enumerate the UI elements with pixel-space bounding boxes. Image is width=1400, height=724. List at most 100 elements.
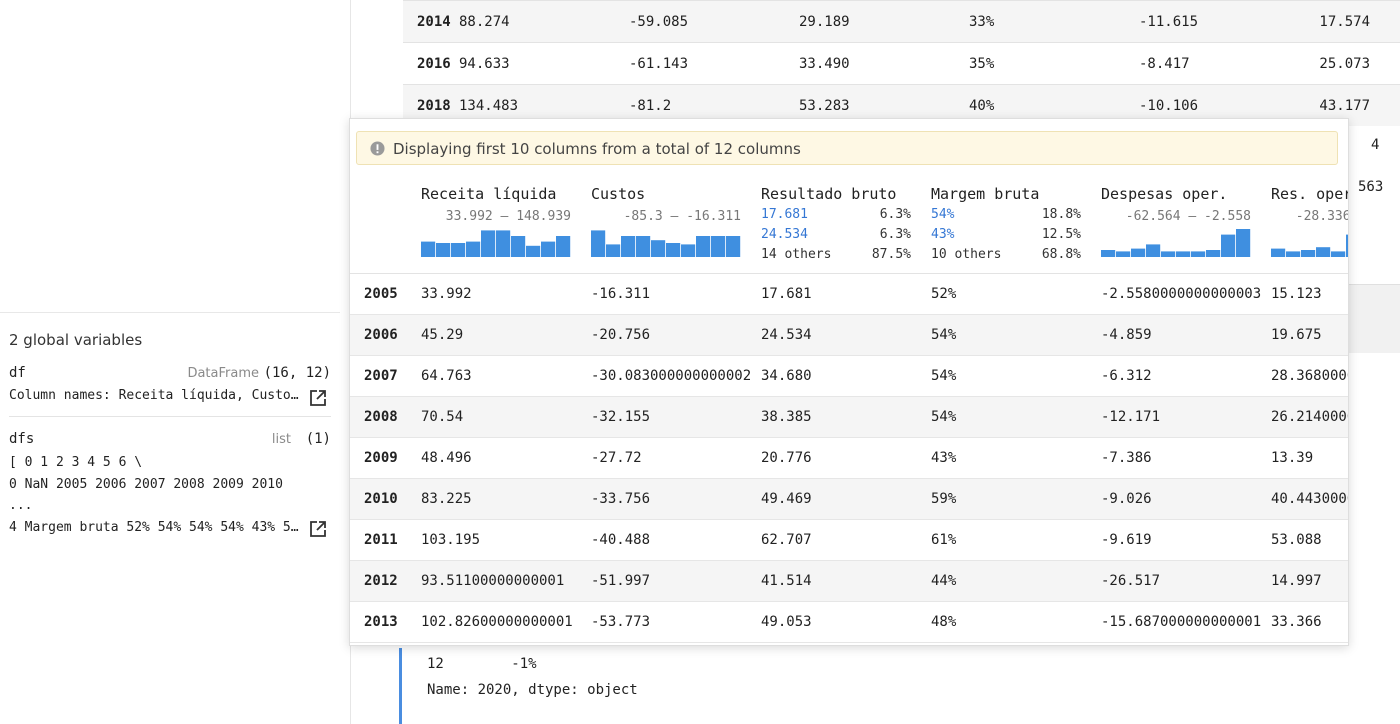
variable-preview-line: Column names: Receita líquida, Custos, R… bbox=[9, 388, 299, 403]
table-cell: 54% bbox=[931, 314, 1101, 356]
histogram-bar bbox=[1116, 251, 1131, 257]
histogram-bar bbox=[1146, 244, 1161, 257]
table-cell: 64.763 bbox=[421, 355, 591, 397]
background-dataframe-table: 2014 88.274 -59.085 29.189 33% -11.615 17.574 2… bbox=[403, 0, 1400, 126]
table-row: 2014 88.274 -59.085 29.189 33% -11.615 17.574 bbox=[403, 0, 1400, 43]
variable-divider bbox=[9, 416, 331, 417]
notice-text: Displaying first 10 columns from a total… bbox=[393, 140, 801, 158]
table-cell: 33.490 bbox=[799, 42, 969, 85]
histogram-bar bbox=[1131, 248, 1146, 257]
table-cell: 19.675 bbox=[1271, 314, 1348, 356]
table-cell: 59% bbox=[931, 478, 1101, 520]
row-index: 2009 bbox=[350, 437, 421, 479]
table-cell: 38.385 bbox=[761, 396, 931, 438]
table-cell: 29.189 bbox=[799, 0, 969, 43]
histogram-bar bbox=[466, 241, 481, 257]
table-cell: 33% bbox=[969, 0, 1139, 43]
background-cell-strip bbox=[1347, 284, 1400, 353]
variable-dfs[interactable]: dfs list (1) [ 0 1 2 3 4 5 6 \ 0 NaN 200… bbox=[9, 431, 331, 541]
dataframe-preview-popup: Displaying first 10 columns from a total… bbox=[349, 118, 1349, 646]
table-cell: 54% bbox=[931, 355, 1101, 397]
global-variables-panel: 2 global variables df DataFrame (16, 12)… bbox=[0, 312, 340, 537]
variable-df[interactable]: df DataFrame (16, 12) Column names: Rece… bbox=[9, 365, 331, 407]
table-cell: -9.026 bbox=[1101, 478, 1271, 520]
histogram-bar bbox=[526, 245, 541, 257]
histogram-bar bbox=[726, 236, 741, 257]
table-cell: -26.517 bbox=[1101, 560, 1271, 602]
table-cell: -30.083000000000002 bbox=[591, 355, 761, 397]
histogram-bar bbox=[711, 236, 726, 257]
top-value-percent: 6.3% bbox=[879, 227, 911, 242]
top-value-percent: 6.3% bbox=[879, 207, 911, 222]
table-cell: 52% bbox=[931, 274, 1101, 315]
histogram-bar bbox=[1271, 248, 1286, 257]
histogram-bar bbox=[1286, 251, 1301, 257]
table-cell: 103.195 bbox=[421, 519, 591, 561]
table-cell: 62.707 bbox=[761, 519, 931, 561]
table-cell: -40.488 bbox=[591, 519, 761, 561]
row-index: 2011 bbox=[350, 519, 421, 561]
table-cell: 94.633 bbox=[459, 42, 629, 85]
row-index: 2012 bbox=[350, 560, 421, 602]
column-range: -62.564 — -2.558 bbox=[1125, 209, 1251, 224]
open-external-icon[interactable] bbox=[309, 389, 327, 407]
table-cell: 53.088 bbox=[1271, 519, 1348, 561]
open-external-icon[interactable] bbox=[309, 520, 327, 538]
column-range: -28.336 — 62.707 bbox=[1295, 209, 1349, 224]
cell-output: 12 -1% Name: 2020, dtype: object bbox=[427, 656, 638, 708]
table-cell: 83.225 bbox=[421, 478, 591, 520]
variables-sidebar: 2 global variables df DataFrame (16, 12)… bbox=[0, 0, 351, 724]
top-value: 24.534 bbox=[761, 227, 808, 242]
table-cell: 41.514 bbox=[761, 560, 931, 602]
top-value: 17.681 bbox=[761, 207, 808, 222]
variables-title: 2 global variables bbox=[9, 331, 143, 349]
histogram-bar bbox=[1331, 251, 1346, 257]
column-summary[interactable]: Res. oper. -28.336 — 62.707 bbox=[1271, 185, 1349, 271]
column-title: Custos bbox=[591, 185, 646, 203]
column-summary[interactable]: Resultado bruto 17.681 6.3% 24.534 6.3% 14 ot… bbox=[761, 185, 911, 271]
table-row: 2008 70.54 -32.155 38.385 54% -12.171 26.21400… bbox=[350, 396, 1348, 438]
table-cell: 17.681 bbox=[761, 274, 931, 315]
histogram-bar bbox=[681, 244, 696, 257]
column-summary[interactable]: Receita líquida 33.992 — 148.939 bbox=[421, 185, 571, 271]
histogram-bar bbox=[1346, 234, 1348, 257]
column-summary[interactable]: Margem bruta 54% 18.8% 43% 12.5% 10 others 68.… bbox=[931, 185, 1081, 271]
table-cell: -6.312 bbox=[1101, 355, 1271, 397]
column-summary-header: Receita líquida 33.992 — 148.939 Custos -85… bbox=[350, 175, 1348, 274]
table-cell: -32.155 bbox=[591, 396, 761, 438]
histogram-bar bbox=[511, 236, 526, 257]
column-limit-notice: Displaying first 10 columns from a total… bbox=[356, 131, 1338, 165]
histogram-bar bbox=[496, 230, 511, 257]
table-row: 2005 33.992 -16.311 17.681 52% -2.55800000000… bbox=[350, 274, 1348, 315]
info-icon bbox=[370, 141, 385, 156]
table-row: 2012 93.51100000000001 -51.997 41.514 44% -26… bbox=[350, 560, 1348, 602]
variable-preview-line: ... bbox=[9, 498, 33, 513]
table-cell: -51.997 bbox=[591, 560, 761, 602]
table-cell: -33.756 bbox=[591, 478, 761, 520]
table-row: 2006 45.29 -20.756 24.534 54% -4.859 19.675 bbox=[350, 314, 1348, 356]
others-label: 14 others bbox=[761, 247, 832, 262]
column-histogram bbox=[1101, 229, 1251, 257]
table-cell: 93.51100000000001 bbox=[421, 560, 591, 602]
others-percent: 87.5% bbox=[871, 247, 911, 262]
table-cell: 43% bbox=[931, 437, 1101, 479]
histogram-bar bbox=[556, 236, 571, 257]
table-cell: 45.29 bbox=[421, 314, 591, 356]
table-row: 2010 83.225 -33.756 49.469 59% -9.026 40.44300… bbox=[350, 478, 1348, 520]
top-value-percent: 18.8% bbox=[1041, 207, 1081, 222]
table-cell: -53.773 bbox=[591, 601, 761, 643]
column-range: 33.992 — 148.939 bbox=[445, 209, 571, 224]
column-summary[interactable]: Custos -85.3 — -16.311 bbox=[591, 185, 741, 271]
table-cell: -12.171 bbox=[1101, 396, 1271, 438]
top-value: 54% bbox=[931, 207, 955, 222]
table-cell: -61.143 bbox=[629, 42, 799, 85]
histogram-bar bbox=[436, 243, 451, 257]
column-histogram bbox=[421, 230, 571, 257]
column-title: Res. oper. bbox=[1271, 185, 1348, 203]
table-cell: 40.443000000000005 bbox=[1271, 478, 1348, 520]
table-cell: 26.214000000000002 bbox=[1271, 396, 1348, 438]
histogram-bar bbox=[1236, 229, 1251, 257]
table-cell: -27.72 bbox=[591, 437, 761, 479]
column-summary[interactable]: Despesas oper. -62.564 — -2.558 bbox=[1101, 185, 1251, 271]
histogram-bar bbox=[666, 243, 681, 257]
